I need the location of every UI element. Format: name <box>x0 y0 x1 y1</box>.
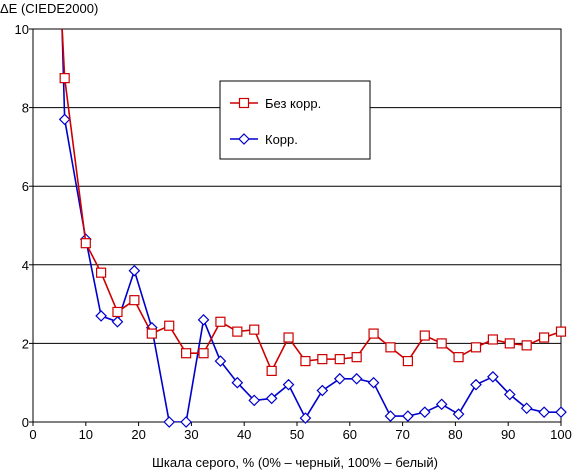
data-point <box>248 394 261 407</box>
data-point <box>163 416 176 428</box>
data-point <box>283 332 294 343</box>
legend-label: Корр. <box>265 132 298 147</box>
x-axis-title: Шкала серого, % (0% – черный, 100% – бел… <box>152 455 438 470</box>
y-tick-label: 8 <box>22 101 29 116</box>
data-point <box>385 342 396 353</box>
data-point <box>402 410 414 422</box>
data-point <box>418 406 431 419</box>
data-point <box>402 355 413 367</box>
data-point <box>232 326 243 337</box>
data-point <box>539 332 550 343</box>
data-point <box>555 326 567 337</box>
data-point <box>58 113 71 126</box>
x-tick-labels: 0 10 20 30 40 50 60 70 80 90 100 <box>29 422 572 442</box>
y-tick-label: 10 <box>15 22 29 37</box>
data-point <box>214 355 227 367</box>
data-point <box>350 372 363 385</box>
x-tick-label: 100 <box>550 427 572 442</box>
data-point <box>266 365 277 377</box>
y-tick-label: 6 <box>22 179 29 194</box>
data-point <box>129 295 140 306</box>
data-point <box>555 406 567 419</box>
series-group <box>58 29 567 428</box>
x-tick-label: 30 <box>184 427 198 442</box>
legend-marker <box>238 133 250 145</box>
series-markers <box>58 113 567 428</box>
x-tick-label: 90 <box>501 427 515 442</box>
data-point <box>453 352 464 363</box>
legend-item: Без корр. <box>230 96 321 111</box>
data-point <box>470 342 482 353</box>
data-point <box>351 352 362 363</box>
data-point <box>249 324 260 335</box>
data-point <box>111 315 124 328</box>
data-point <box>368 328 379 339</box>
y-axis-title: ΔE (CIEDE2000) <box>0 1 98 16</box>
x-tick-label: 60 <box>343 427 357 442</box>
data-point <box>504 338 515 349</box>
data-point <box>146 328 157 339</box>
legend: Без корр. Корр. <box>219 80 371 160</box>
data-point <box>164 320 175 331</box>
data-point <box>520 402 533 415</box>
data-point <box>436 338 447 349</box>
x-tick-label: 50 <box>290 427 304 442</box>
data-point <box>198 348 209 359</box>
data-point <box>300 355 311 367</box>
x-tick-label: 20 <box>131 427 145 442</box>
x-tick-label: 40 <box>237 427 251 442</box>
x-tick-label: 80 <box>448 427 462 442</box>
data-point <box>470 378 482 391</box>
data-point <box>112 306 123 318</box>
y-tick-label: 4 <box>22 258 29 273</box>
data-point <box>538 406 550 419</box>
data-point <box>231 376 244 389</box>
data-point <box>334 354 345 365</box>
y-tick-label: 0 <box>22 415 29 430</box>
data-point <box>384 410 397 422</box>
legend-label: Без корр. <box>265 96 321 111</box>
x-tick-label: 70 <box>395 427 409 442</box>
data-point <box>215 316 226 327</box>
data-point <box>316 384 329 397</box>
data-point <box>487 334 498 345</box>
data-point <box>80 238 91 249</box>
data-point <box>367 376 380 389</box>
data-point <box>197 313 210 326</box>
data-point <box>487 370 499 383</box>
y-tick-labels: 0 2 4 6 8 10 <box>15 22 33 430</box>
data-point <box>128 264 141 277</box>
legend-item: Корр. <box>230 132 298 147</box>
data-point <box>282 378 295 391</box>
x-tick-label: 0 <box>29 427 36 442</box>
data-point <box>265 392 278 405</box>
data-point <box>96 267 107 278</box>
data-point <box>452 408 465 420</box>
series-markers <box>59 73 567 377</box>
data-point <box>317 354 328 365</box>
data-point <box>419 330 430 341</box>
x-tick-label: 10 <box>79 427 93 442</box>
data-point <box>181 348 192 359</box>
legend-box <box>219 80 371 160</box>
data-point <box>180 416 192 428</box>
data-point <box>95 310 107 322</box>
data-point <box>59 73 70 84</box>
data-point <box>503 388 516 401</box>
legend-marker <box>238 97 250 109</box>
y-tick-label: 2 <box>22 336 29 351</box>
data-point <box>435 398 448 411</box>
data-point <box>299 412 312 424</box>
data-point <box>521 340 532 351</box>
data-point <box>333 372 346 385</box>
